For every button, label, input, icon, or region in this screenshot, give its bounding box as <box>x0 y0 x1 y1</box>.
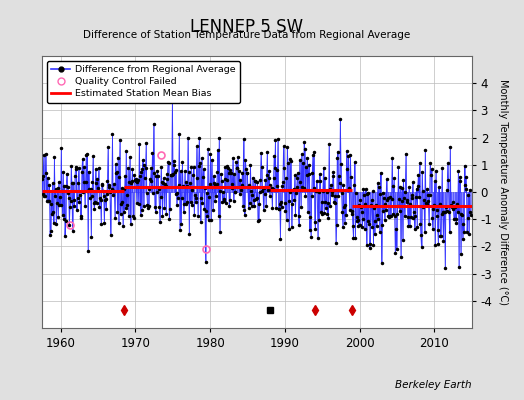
Text: Berkeley Earth: Berkeley Earth <box>395 380 472 390</box>
Text: LENNEP 5 SW: LENNEP 5 SW <box>190 18 303 36</box>
Text: Difference of Station Temperature Data from Regional Average: Difference of Station Temperature Data f… <box>83 30 410 40</box>
Y-axis label: Monthly Temperature Anomaly Difference (°C): Monthly Temperature Anomaly Difference (… <box>498 79 508 305</box>
